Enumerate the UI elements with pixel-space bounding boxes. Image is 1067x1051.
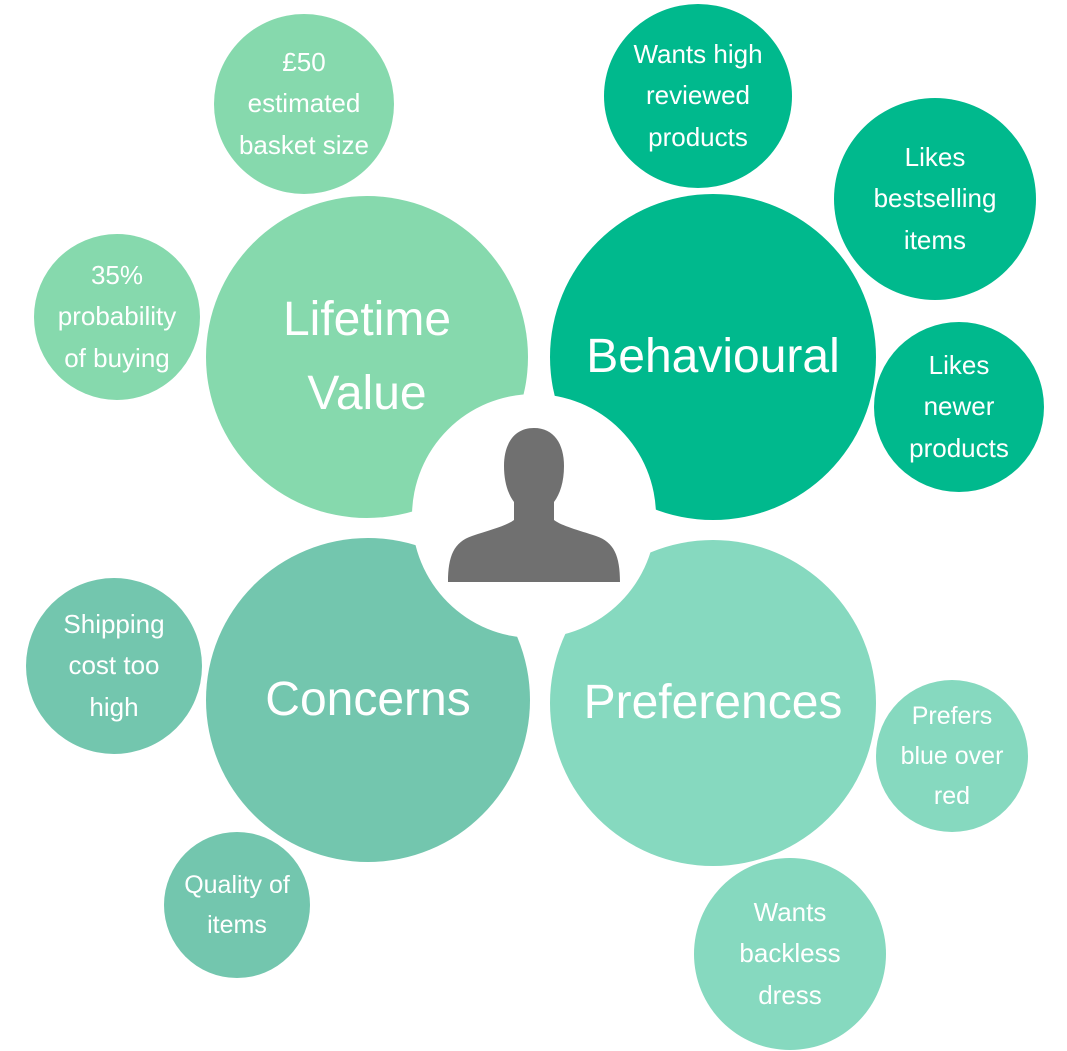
- shipping-cost-text: Shipping cost too high: [63, 608, 165, 722]
- preferences-label: Preferences: [583, 675, 843, 729]
- basket-size-text: £50 estimated basket size: [238, 46, 370, 160]
- concerns-label: Concerns: [265, 672, 471, 726]
- quality-text: Quality of items: [184, 871, 290, 939]
- high-reviewed-bubble: Wants high reviewed products: [604, 4, 792, 188]
- concerns-circle: Concerns: [206, 538, 530, 862]
- newer-products-bubble: Likes newer products: [874, 322, 1044, 492]
- newer-products-text: Likes newer products: [909, 349, 1009, 463]
- bestselling-bubble: Likes bestselling items: [834, 98, 1036, 300]
- bestselling-text: Likes bestselling items: [873, 141, 997, 255]
- behavioural-label: Behavioural: [586, 329, 840, 383]
- shipping-cost-bubble: Shipping cost too high: [26, 578, 202, 754]
- buy-probability-bubble: 35% probability of buying: [34, 234, 200, 400]
- backless-dress-text: Wants backless dress: [739, 896, 841, 1010]
- backless-dress-bubble: Wants backless dress: [694, 858, 886, 1050]
- buy-probability-text: 35% probability of buying: [57, 259, 177, 373]
- basket-size-bubble: £50 estimated basket size: [214, 14, 394, 194]
- quality-bubble: Quality of items: [164, 832, 310, 978]
- blue-over-red-bubble: Prefers blue over red: [876, 680, 1028, 832]
- lifetime-value-label: Lifetime Value: [282, 292, 452, 420]
- high-reviewed-text: Wants high reviewed products: [633, 38, 763, 152]
- person-silhouette-icon: [448, 428, 620, 582]
- lifetime-value-circle: Lifetime Value: [206, 196, 528, 518]
- blue-over-red-text: Prefers blue over red: [900, 702, 1004, 810]
